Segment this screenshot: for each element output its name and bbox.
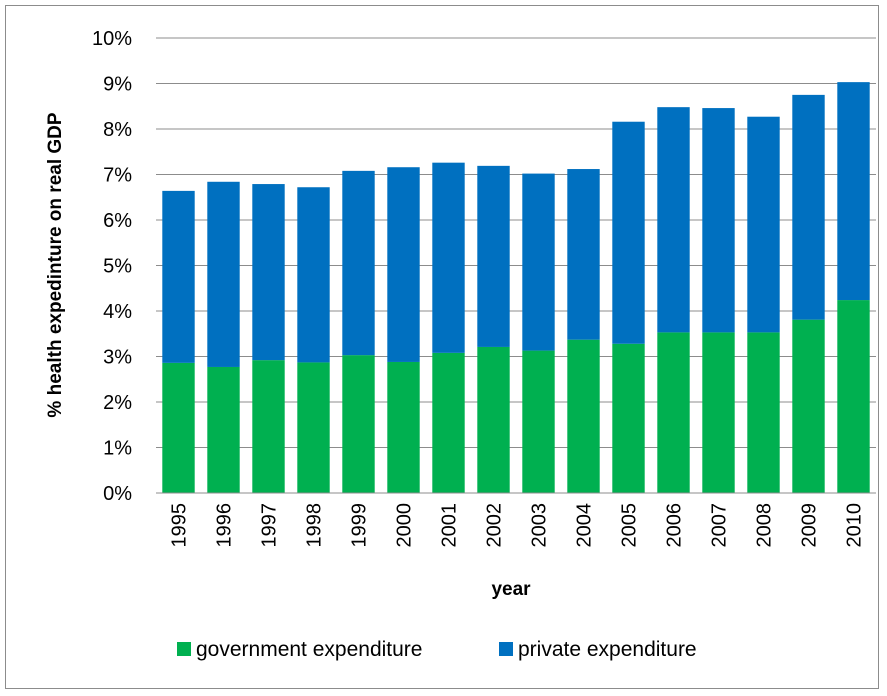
y-tick-label: 4%: [103, 301, 132, 323]
bar-government-2007: [702, 332, 735, 493]
x-tick-label: 1997: [259, 503, 281, 548]
bar-government-2003: [522, 350, 555, 493]
bar-private-2009: [792, 94, 825, 320]
bar-private-2004: [567, 169, 600, 340]
y-tick-label: 3%: [103, 347, 132, 369]
bar-government-1999: [342, 355, 375, 493]
y-axis-title: % health expedinture on real GDP: [45, 112, 66, 417]
bar-government-2005: [612, 343, 645, 493]
bar-government-2008: [747, 332, 780, 493]
legend-label-private: private expenditure: [518, 638, 697, 661]
y-tick-label: 2%: [103, 392, 132, 414]
bar-government-2009: [792, 319, 825, 493]
bar-private-2003: [522, 173, 555, 351]
x-axis-ticks: 1995 1996 1997 1998 1999 2000 2001 2002 2003 2004…: [169, 503, 866, 548]
legend-swatch-government: [177, 642, 191, 656]
x-tick-label: 1996: [214, 503, 236, 548]
legend: government expenditure private expenditu…: [177, 638, 697, 661]
bar-private-2006: [657, 107, 690, 333]
x-tick-label: 2008: [754, 503, 776, 548]
y-axis-ticks: 0% 1% 2% 3% 4% 5% 6% 7% 8% 9% 10%: [92, 28, 132, 505]
bars: [162, 82, 870, 493]
y-tick-label: 6%: [103, 210, 132, 232]
bar-government-2004: [567, 339, 600, 493]
bar-private-2001: [432, 162, 465, 353]
y-tick-label: 10%: [92, 28, 132, 50]
x-tick-label: 1998: [304, 503, 326, 548]
y-tick-label: 0%: [103, 483, 132, 505]
bar-government-2001: [432, 352, 465, 493]
x-tick-label: 1995: [169, 503, 191, 548]
bar-private-1998: [297, 187, 330, 363]
bar-private-2010: [837, 82, 870, 301]
x-tick-label: 2009: [799, 503, 821, 548]
y-tick-label: 8%: [103, 119, 132, 141]
y-tick-label: 5%: [103, 256, 132, 278]
x-tick-label: 2010: [844, 503, 866, 548]
bar-private-2005: [612, 121, 645, 344]
y-tick-label: 1%: [103, 438, 132, 460]
stacked-bar-chart: 0% 1% 2% 3% 4% 5% 6% 7% 8% 9% 10% 1995 1996 1997 1998…: [45, 28, 876, 661]
x-tick-label: 2006: [664, 503, 686, 548]
y-tick-label: 7%: [103, 165, 132, 187]
bar-private-1996: [207, 181, 240, 367]
x-tick-label: 2005: [619, 503, 641, 548]
y-tick-label: 9%: [103, 74, 132, 96]
bar-government-2002: [477, 346, 510, 493]
x-tick-label: 2007: [709, 503, 731, 548]
legend-swatch-private: [499, 642, 513, 656]
bar-government-2006: [657, 332, 690, 493]
x-tick-label: 1999: [349, 503, 371, 548]
x-tick-label: 2002: [484, 503, 506, 548]
chart-area: 0% 1% 2% 3% 4% 5% 6% 7% 8% 9% 10% 1995 1996 1997 1998…: [5, 5, 879, 689]
bar-private-1997: [252, 184, 285, 361]
bar-private-2007: [702, 108, 735, 333]
bar-private-2000: [387, 167, 420, 362]
x-axis-title: year: [491, 579, 531, 600]
bar-government-1996: [207, 366, 240, 493]
bar-private-2002: [477, 165, 510, 347]
bar-government-2010: [837, 300, 870, 493]
bar-government-1997: [252, 360, 285, 493]
bar-government-1998: [297, 362, 330, 493]
bar-government-2000: [387, 361, 420, 493]
bar-private-2008: [747, 116, 780, 333]
x-tick-label: 2001: [439, 503, 461, 548]
bar-private-1995: [162, 190, 195, 363]
x-tick-label: 2003: [529, 503, 551, 548]
bar-government-1995: [162, 362, 195, 493]
bar-private-1999: [342, 170, 375, 356]
x-tick-label: 2004: [574, 503, 596, 548]
legend-label-government: government expenditure: [196, 638, 422, 661]
x-tick-label: 2000: [394, 503, 416, 548]
